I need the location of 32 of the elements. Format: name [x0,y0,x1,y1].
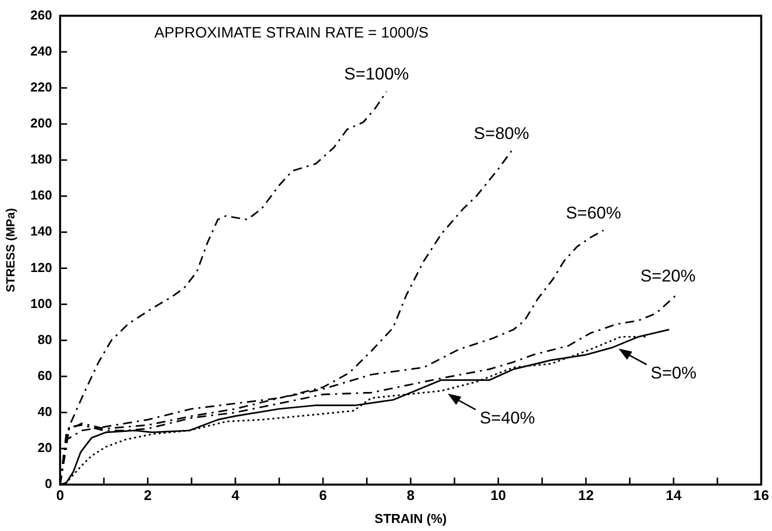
x-tick-label: 0 [56,486,64,503]
y-tick-label: 140 [30,224,52,239]
x-tick-label: 8 [406,486,415,503]
x-axis-title: STRAIN (%) [374,510,447,526]
y-tick-label: 60 [38,368,52,383]
annotation: S=20% [640,266,696,286]
y-tick-label: 160 [30,188,52,203]
x-tick-label: 4 [231,486,240,503]
x-tick-label: 12 [578,486,594,503]
y-axis-title: STRESS (MPa) [4,208,18,292]
y-tick-label: 20 [38,440,52,456]
x-tick-label: 6 [319,486,328,503]
y-tick-label: 260 [30,7,52,22]
annotation: S=40% [480,408,536,428]
text: APPROXIMATE STRAIN RATE = 1000/S [154,24,429,42]
annotation: S=80% [474,124,530,144]
x-tick-label: 16 [753,486,770,503]
y-tick-label: 240 [30,43,52,58]
annotation: S=0% [650,363,696,382]
x-tick-label: 10 [490,486,506,503]
x-tick-label: 2 [144,486,152,503]
y-tick-label: 80 [38,332,52,347]
x-tick-label: 14 [666,486,682,503]
y-tick-label: 0 [44,476,52,492]
annotation: S=60% [566,204,622,223]
y-tick-label: 40 [38,404,52,420]
annotation: S=100% [344,64,409,84]
y-tick-label: 120 [30,260,52,275]
y-tick-label: 220 [30,80,52,94]
y-tick-label: 100 [30,296,52,311]
y-tick-label: 200 [30,116,52,131]
y-tick-label: 180 [30,152,52,167]
